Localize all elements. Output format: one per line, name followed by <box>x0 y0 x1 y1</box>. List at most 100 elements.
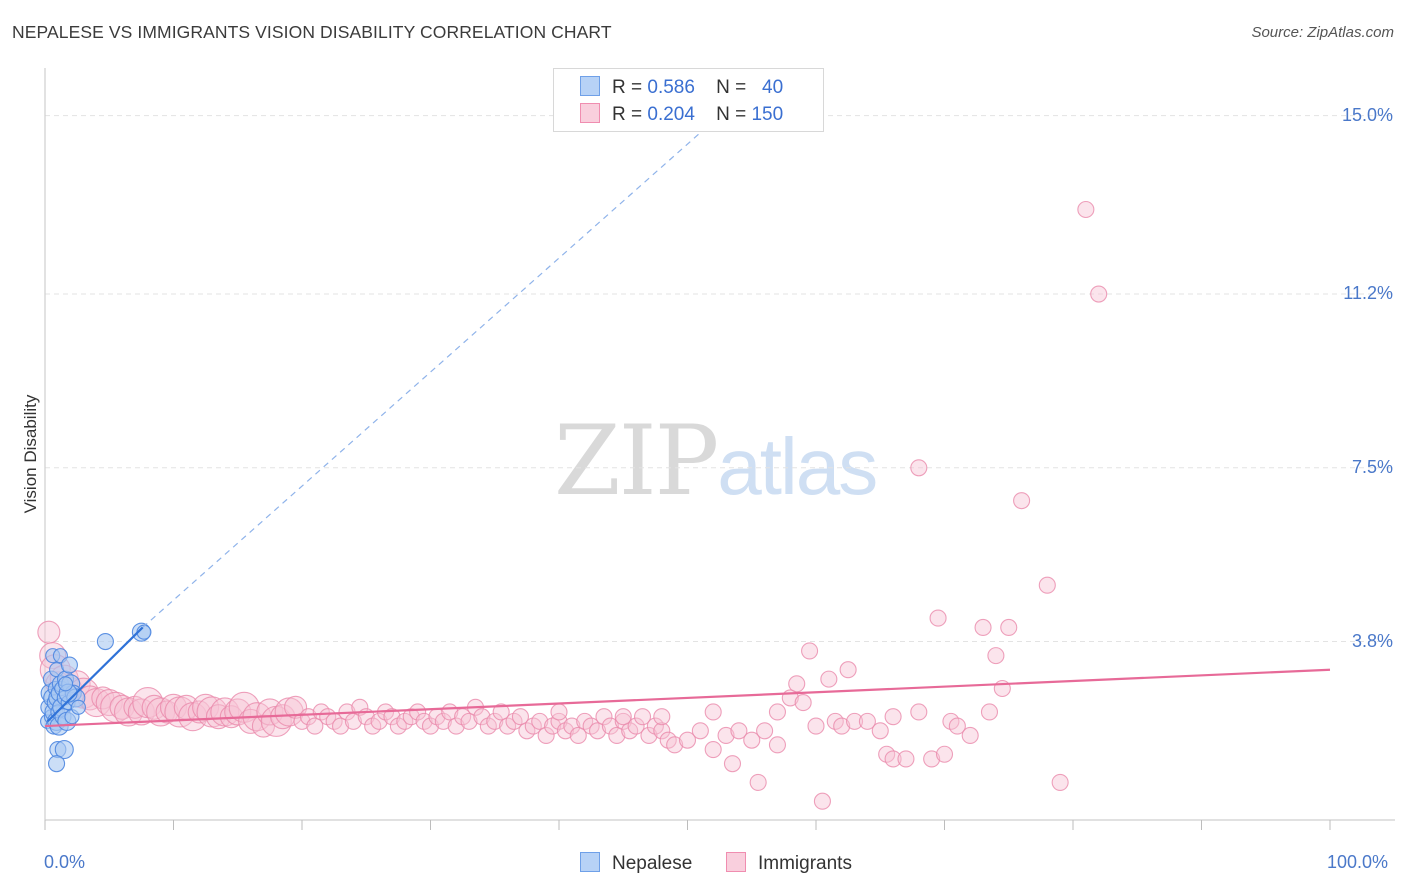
chart-source: Source: ZipAtlas.com <box>1251 24 1394 41</box>
bottom-legend-label: Nepalese <box>612 853 693 874</box>
immigrants-point <box>666 736 684 754</box>
immigrants-point <box>884 708 902 726</box>
immigrants-point <box>723 755 742 773</box>
bottom-legend-immigrants: Immigrants <box>726 852 852 875</box>
watermark-atlas: atlas <box>717 422 878 511</box>
immigrants-point <box>704 703 722 721</box>
immigrants-point <box>447 717 465 735</box>
legend-n-label: N = <box>716 104 747 125</box>
immigrants-point <box>187 700 211 724</box>
immigrants-point <box>858 712 876 730</box>
nepalese-trend-extension <box>142 115 721 628</box>
y-tick-label: 3.8% <box>1351 630 1393 651</box>
immigrants-point <box>1090 285 1108 303</box>
immigrants-point <box>768 703 787 721</box>
immigrants-point <box>563 717 581 735</box>
immigrants-point <box>633 708 652 726</box>
nepalese-legend-swatch <box>580 852 600 872</box>
immigrants-point <box>238 708 264 734</box>
nepalese-point <box>96 632 114 651</box>
immigrants-point <box>980 703 999 721</box>
immigrants-point <box>123 695 147 719</box>
immigrants-point <box>923 750 941 768</box>
immigrants-point <box>813 792 831 810</box>
bottom-legend-nepalese: Nepalese <box>580 852 692 875</box>
immigrants-point <box>37 620 61 644</box>
immigrants-point <box>794 694 812 712</box>
immigrants-point <box>929 609 947 627</box>
correlation-legend: R = 0.586 N = 40 R = 0.204 N = 150 <box>553 68 824 132</box>
immigrants-point <box>141 694 167 720</box>
immigrants-point <box>640 726 658 745</box>
immigrants-point <box>756 722 774 740</box>
x-tick-label-min: 0.0% <box>44 852 86 872</box>
immigrants-point <box>299 708 317 726</box>
immigrants-point <box>884 750 902 768</box>
nepalese-point <box>70 699 86 715</box>
immigrants-point <box>910 703 928 721</box>
immigrants-point <box>511 708 530 726</box>
immigrants-point <box>370 712 388 730</box>
immigrants-point <box>801 642 819 660</box>
immigrants-point <box>531 712 549 730</box>
immigrants-swatch <box>580 103 600 123</box>
y-axis-title: Vision Disability <box>21 394 40 514</box>
immigrants-point <box>1013 492 1031 510</box>
nepalese-point <box>60 656 78 674</box>
immigrants-point <box>421 717 440 735</box>
immigrants-point <box>1051 773 1069 791</box>
immigrants-point <box>1000 618 1018 637</box>
y-tick-label: 15.0% <box>1341 104 1393 125</box>
immigrants-point <box>749 773 767 791</box>
immigrants-point <box>627 717 645 735</box>
immigrants-point <box>717 726 735 745</box>
immigrants-point <box>608 726 626 745</box>
immigrants-point <box>987 647 1005 665</box>
immigrants-point <box>871 722 889 740</box>
watermark-zip: ZIP <box>554 405 719 517</box>
immigrants-point <box>653 708 671 726</box>
legend-r-label: R = <box>612 104 643 125</box>
immigrants-point <box>820 670 838 688</box>
watermark: ZIPatlas <box>554 405 878 517</box>
immigrants-trend-line <box>44 668 1331 728</box>
immigrants-point <box>614 708 632 726</box>
immigrants-point <box>961 726 979 745</box>
immigrants-point <box>788 675 806 693</box>
immigrants-point <box>653 722 671 740</box>
immigrants-point <box>550 712 568 730</box>
immigrants-point <box>845 712 864 730</box>
nepalese-point <box>58 676 74 692</box>
immigrants-point <box>974 618 992 637</box>
immigrants-point <box>537 726 555 745</box>
immigrants-point <box>948 717 966 735</box>
immigrants-point <box>409 703 427 721</box>
immigrants-point <box>588 722 607 740</box>
immigrants-point <box>595 708 613 726</box>
immigrants-point <box>1077 200 1095 219</box>
immigrants-point <box>331 717 350 735</box>
y-tick-label: 7.5% <box>1351 456 1393 477</box>
legend-row-immigrants: R = 0.204 N = 150 <box>580 103 783 126</box>
nepalese-point <box>54 740 74 760</box>
immigrants-point <box>807 717 825 735</box>
nepalese-swatch <box>580 76 600 96</box>
immigrants-point <box>473 708 491 726</box>
nepalese-point <box>48 755 66 773</box>
chart-title: NEPALESE VS IMMIGRANTS VISION DISABILITY… <box>12 22 612 42</box>
legend-r-value: 0.586 <box>647 77 695 98</box>
immigrants-point <box>768 736 787 754</box>
legend-n-value: 40 <box>762 77 784 98</box>
immigrants-point <box>1038 576 1056 594</box>
grid-lines <box>45 115 1395 643</box>
legend-n-value: 150 <box>751 104 784 125</box>
immigrants-point <box>492 703 510 721</box>
immigrants-point <box>935 745 954 763</box>
legend-row-nepalese: R = 0.586 N = 40 <box>580 76 783 99</box>
immigrants-point <box>460 712 478 730</box>
immigrants-points <box>37 200 1108 810</box>
immigrants-point <box>155 700 179 724</box>
immigrants-point <box>614 712 632 730</box>
immigrants-point <box>486 712 504 730</box>
